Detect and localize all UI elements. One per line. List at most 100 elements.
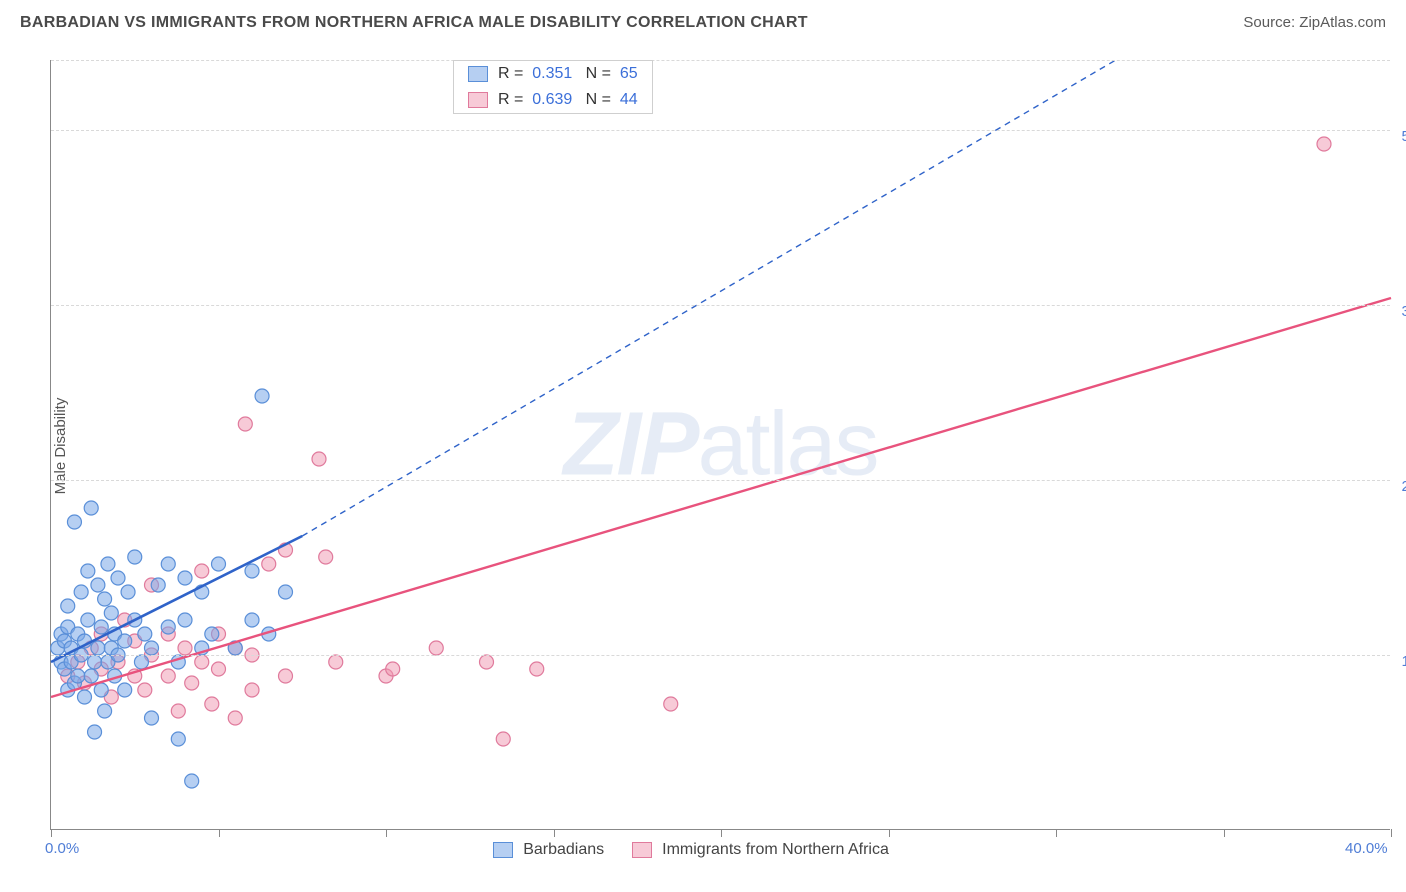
gridline-h xyxy=(51,655,1390,656)
data-point xyxy=(98,592,112,606)
data-point xyxy=(245,683,259,697)
data-point xyxy=(88,655,102,669)
y-tick-label: 50.0% xyxy=(1401,128,1406,145)
data-point xyxy=(91,641,105,655)
data-point xyxy=(81,613,95,627)
y-tick-label: 25.0% xyxy=(1401,478,1406,495)
data-point xyxy=(88,725,102,739)
regression-line xyxy=(51,536,302,662)
data-point xyxy=(205,697,219,711)
legend-item: Barbadians xyxy=(493,841,604,859)
legend-statistics: R = 0.351 N = 65 R = 0.639 N = 44 xyxy=(453,60,653,114)
legend-stat-row: R = 0.639 N = 44 xyxy=(454,87,652,113)
data-point xyxy=(386,662,400,676)
data-point xyxy=(212,557,226,571)
data-point xyxy=(1317,137,1331,151)
data-point xyxy=(145,711,159,725)
scatter-svg xyxy=(51,60,1390,829)
data-point xyxy=(78,690,92,704)
legend-swatch-icon xyxy=(493,842,513,858)
gridline-h xyxy=(51,130,1390,131)
data-point xyxy=(94,683,108,697)
x-tick xyxy=(721,829,722,837)
data-point xyxy=(128,550,142,564)
legend-r-text: R = 0.639 N = 44 xyxy=(498,91,638,109)
data-point xyxy=(104,606,118,620)
gridline-h xyxy=(51,480,1390,481)
data-point xyxy=(205,627,219,641)
data-point xyxy=(255,389,269,403)
x-tick xyxy=(1224,829,1225,837)
data-point xyxy=(118,683,132,697)
x-tick xyxy=(1391,829,1392,837)
data-point xyxy=(319,550,333,564)
chart-plot-area: ZIPatlas 12.5%25.0%37.5%50.0%0.0%40.0%R … xyxy=(50,60,1390,830)
data-point xyxy=(161,669,175,683)
data-point xyxy=(161,557,175,571)
data-point xyxy=(480,655,494,669)
data-point xyxy=(74,585,88,599)
data-point xyxy=(279,585,293,599)
data-point xyxy=(178,571,192,585)
x-tick xyxy=(889,829,890,837)
legend-item: Immigrants from Northern Africa xyxy=(632,841,889,859)
x-tick xyxy=(386,829,387,837)
data-point xyxy=(138,683,152,697)
data-point xyxy=(238,417,252,431)
legend-swatch-icon xyxy=(468,92,488,108)
data-point xyxy=(161,620,175,634)
data-point xyxy=(94,620,108,634)
data-point xyxy=(61,599,75,613)
data-point xyxy=(71,669,85,683)
data-point xyxy=(245,613,259,627)
data-point xyxy=(279,669,293,683)
data-point xyxy=(245,564,259,578)
data-point xyxy=(111,571,125,585)
data-point xyxy=(312,452,326,466)
x-tick-label: 0.0% xyxy=(45,840,79,857)
data-point xyxy=(429,641,443,655)
data-point xyxy=(185,774,199,788)
chart-header: BARBADIAN VS IMMIGRANTS FROM NORTHERN AF… xyxy=(0,0,1406,52)
source-link[interactable]: ZipAtlas.com xyxy=(1299,14,1386,31)
y-tick-label: 12.5% xyxy=(1401,653,1406,670)
data-point xyxy=(134,655,148,669)
data-point xyxy=(138,627,152,641)
x-tick xyxy=(219,829,220,837)
data-point xyxy=(262,557,276,571)
data-point xyxy=(121,585,135,599)
data-point xyxy=(118,634,132,648)
data-point xyxy=(81,564,95,578)
data-point xyxy=(145,641,159,655)
legend-swatch-icon xyxy=(468,66,488,82)
data-point xyxy=(171,732,185,746)
data-point xyxy=(212,662,226,676)
x-tick xyxy=(1056,829,1057,837)
data-point xyxy=(178,641,192,655)
data-point xyxy=(98,704,112,718)
legend-series: Barbadians Immigrants from Northern Afric… xyxy=(493,841,889,859)
data-point xyxy=(329,655,343,669)
y-tick-label: 37.5% xyxy=(1401,303,1406,320)
x-tick xyxy=(554,829,555,837)
gridline-h xyxy=(51,60,1390,61)
data-point xyxy=(195,564,209,578)
chart-title: BARBADIAN VS IMMIGRANTS FROM NORTHERN AF… xyxy=(20,14,808,32)
legend-stat-row: R = 0.351 N = 65 xyxy=(454,61,652,87)
x-tick xyxy=(51,829,52,837)
data-point xyxy=(185,676,199,690)
data-point xyxy=(178,613,192,627)
data-point xyxy=(496,732,510,746)
data-point xyxy=(84,669,98,683)
legend-r-text: R = 0.351 N = 65 xyxy=(498,65,638,83)
data-point xyxy=(195,655,209,669)
chart-source: Source: ZipAtlas.com xyxy=(1243,14,1386,31)
legend-label: Immigrants from Northern Africa xyxy=(662,841,889,859)
gridline-h xyxy=(51,305,1390,306)
data-point xyxy=(84,501,98,515)
data-point xyxy=(530,662,544,676)
x-tick-label: 40.0% xyxy=(1345,840,1388,857)
data-point xyxy=(101,557,115,571)
regression-line xyxy=(302,60,1116,536)
legend-swatch-icon xyxy=(632,842,652,858)
